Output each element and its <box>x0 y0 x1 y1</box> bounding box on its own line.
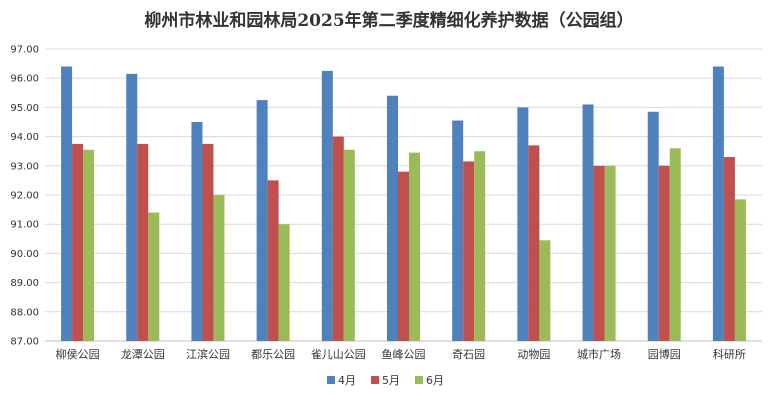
legend-swatch <box>327 376 335 384</box>
bar-5月-柳侯公园 <box>72 143 84 341</box>
x-tick-label: 龙潭公园 <box>121 348 165 361</box>
bar-4月-雀儿山公园 <box>321 70 333 342</box>
bar-6月-柳侯公园 <box>83 149 95 341</box>
legend: 4月 5月 6月 <box>327 374 444 387</box>
y-tick-label: 96.00 <box>10 74 39 85</box>
bar-6月-龙潭公园 <box>148 212 160 341</box>
bar-6月-城市广场 <box>604 165 616 341</box>
bar-5月-奇石园 <box>463 161 475 341</box>
x-axis-categories: 柳侯公园 龙潭公园 江滨公园 都乐公园 雀儿山公园 鱼峰公园 奇石园 动物园 城市广场 园博园 科研… <box>56 347 746 361</box>
y-axis-ticks: 87.00 88.00 89.00 90.00 91.00 92.00 93.00 94.00… <box>10 45 39 348</box>
bar-5月-鱼峰公园 <box>398 171 409 341</box>
bar-6月-科研所 <box>734 199 746 341</box>
legend-label: 5月 <box>382 374 400 387</box>
bar-5月-江滨公园 <box>202 143 214 341</box>
y-tick-label: 92.00 <box>10 191 39 202</box>
y-tick-label: 94.00 <box>10 132 39 143</box>
bar-6月-奇石园 <box>474 151 486 341</box>
x-tick-label: 雀儿山公园 <box>311 348 366 361</box>
bars <box>61 66 746 342</box>
y-tick-label: 90.00 <box>10 249 39 260</box>
y-tick-label: 97.00 <box>10 45 39 56</box>
bar-5月-动物园 <box>528 145 540 341</box>
bar-4月-科研所 <box>712 66 724 342</box>
y-tick-label: 88.00 <box>10 307 39 318</box>
bar-5月-龙潭公园 <box>137 143 149 341</box>
bar-4月-龙潭公园 <box>126 73 138 341</box>
bar-4月-鱼峰公园 <box>387 95 398 341</box>
bar-6月-动物园 <box>539 240 551 341</box>
y-tick-label: 87.00 <box>10 337 39 348</box>
legend-label: 4月 <box>338 374 356 387</box>
bar-6月-园博园 <box>669 148 681 341</box>
y-tick-label: 91.00 <box>10 220 39 231</box>
bar-4月-奇石园 <box>452 120 464 341</box>
x-tick-label: 鱼峰公园 <box>382 347 426 361</box>
x-tick-label: 奇石园 <box>452 348 485 361</box>
bar-4月-柳侯公园 <box>61 66 73 342</box>
bar-5月-雀儿山公园 <box>332 136 344 341</box>
y-tick-label: 93.00 <box>10 161 39 172</box>
bar-4月-动物园 <box>517 107 529 342</box>
legend-swatch <box>415 376 423 384</box>
chart-title: 柳州市林业和园林局2025年第二季度精细化养护数据（公园组） <box>144 11 634 31</box>
x-tick-label: 科研所 <box>713 347 746 361</box>
legend-label: 6月 <box>426 374 444 387</box>
x-tick-label: 江滨公园 <box>186 347 230 361</box>
bar-6月-江滨公园 <box>213 195 225 341</box>
bar-4月-城市广场 <box>582 104 594 341</box>
x-tick-label: 园博园 <box>648 348 681 361</box>
bar-5月-科研所 <box>723 157 735 341</box>
bar-5月-园博园 <box>658 165 670 341</box>
bar-4月-江滨公园 <box>191 122 203 341</box>
bar-6月-都乐公园 <box>278 224 290 341</box>
y-tick-label: 89.00 <box>10 278 39 289</box>
bar-4月-园博园 <box>647 111 659 341</box>
bar-4月-都乐公园 <box>256 100 268 341</box>
bar-5月-都乐公园 <box>267 180 279 341</box>
x-tick-label: 动物园 <box>517 347 550 361</box>
x-tick-label: 都乐公园 <box>251 348 295 361</box>
bar-6月-雀儿山公园 <box>343 149 355 341</box>
legend-swatch <box>371 376 379 384</box>
x-tick-label: 城市广场 <box>577 347 621 361</box>
y-tick-label: 95.00 <box>10 103 39 114</box>
bar-5月-城市广场 <box>593 165 605 341</box>
x-tick-label: 柳侯公园 <box>56 347 100 361</box>
bar-6月-鱼峰公园 <box>409 152 420 341</box>
